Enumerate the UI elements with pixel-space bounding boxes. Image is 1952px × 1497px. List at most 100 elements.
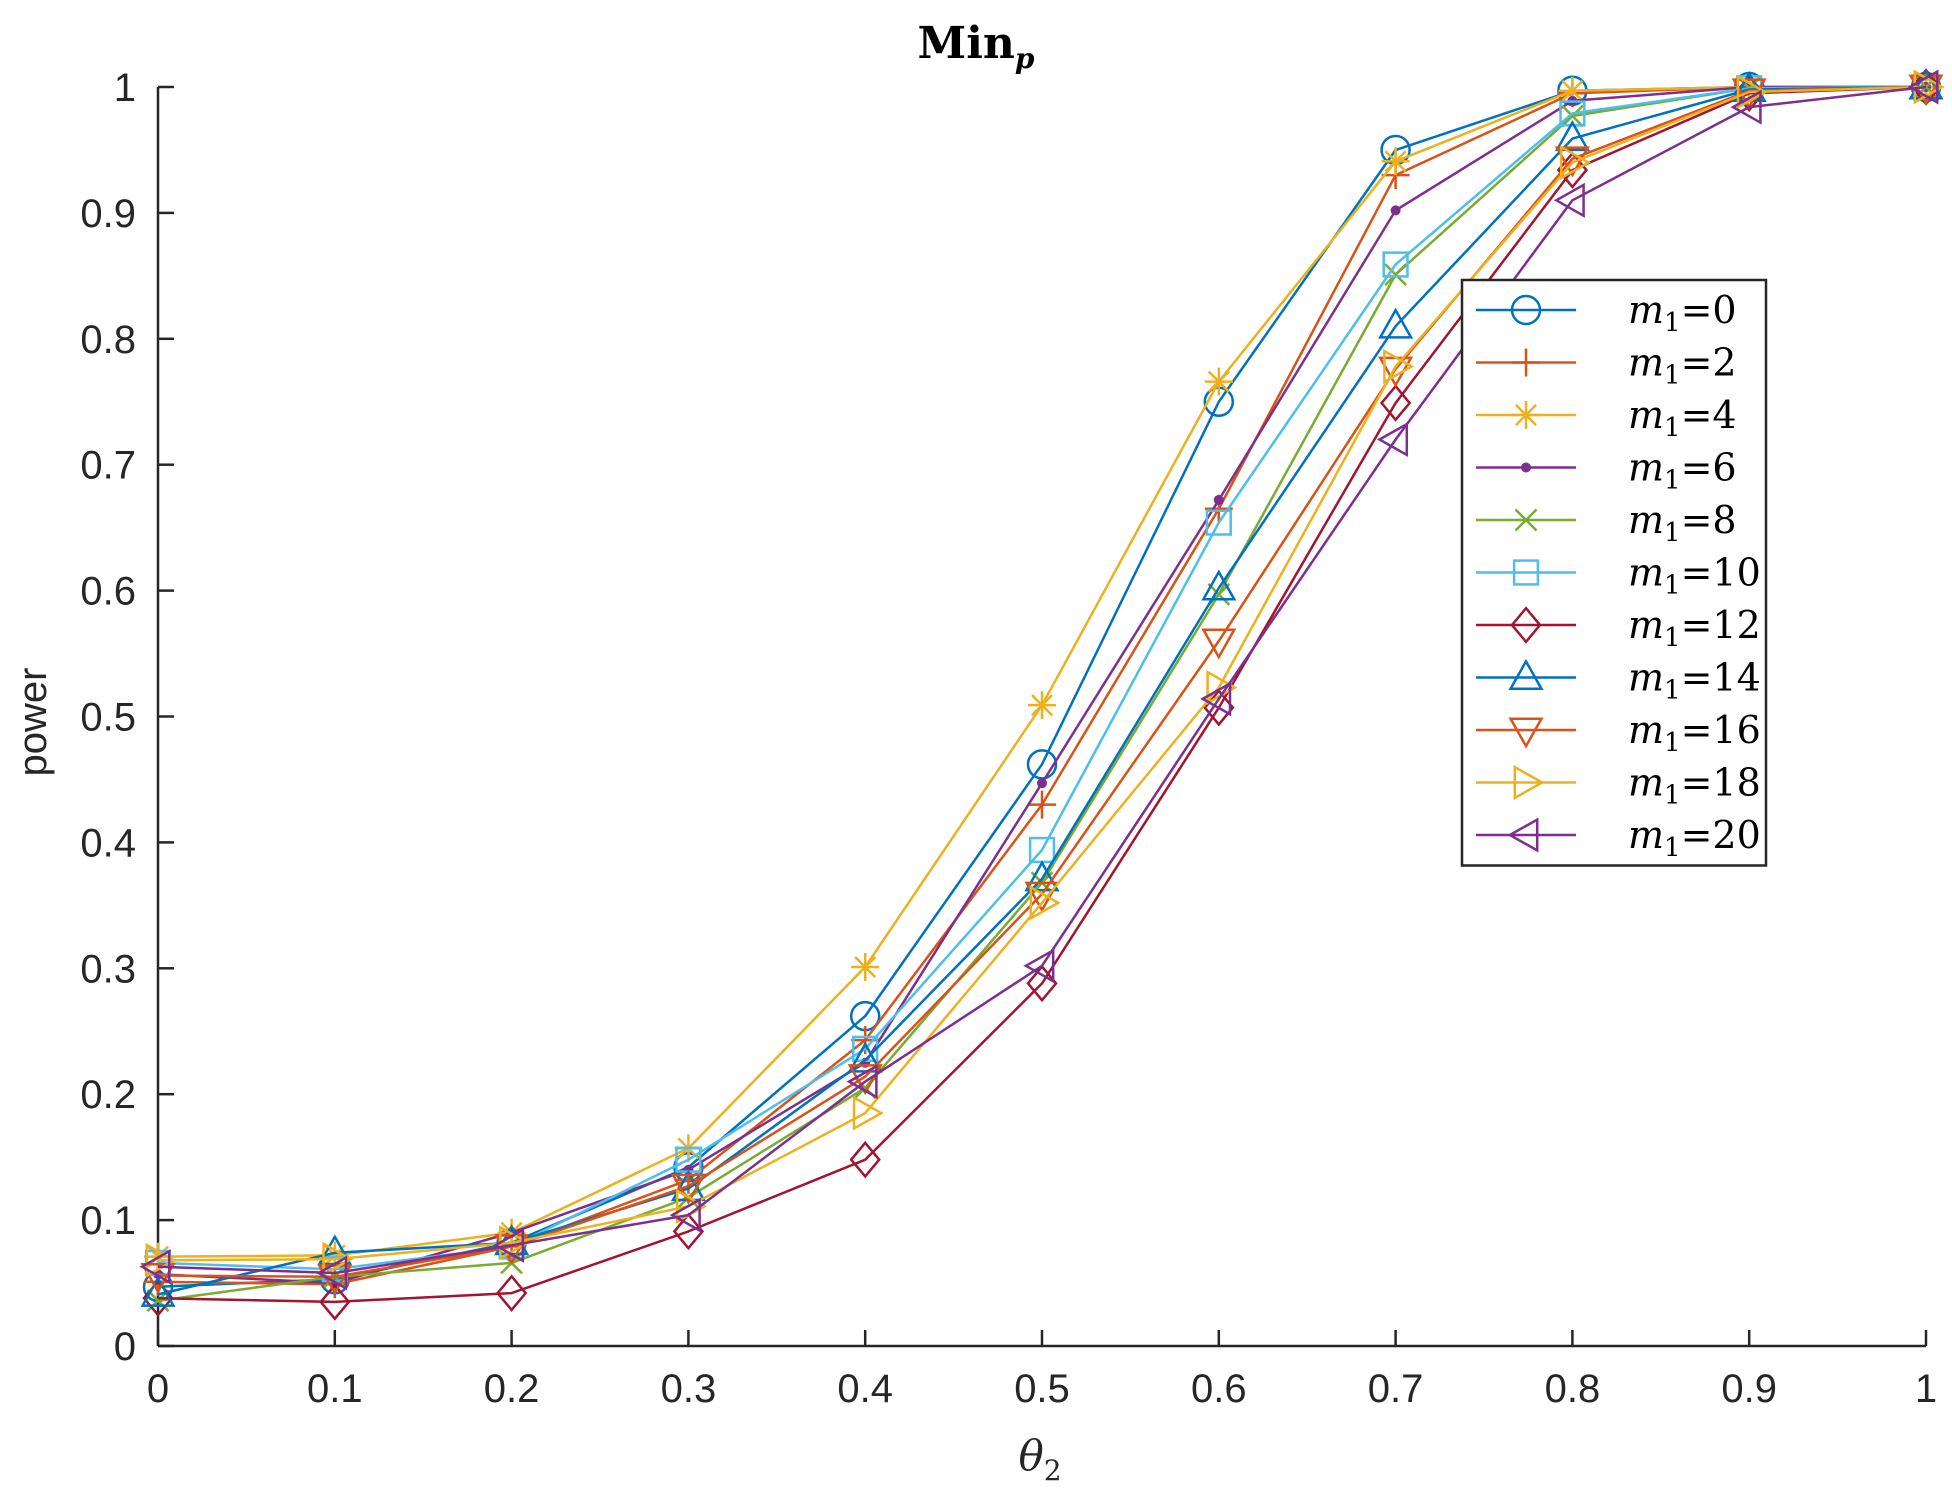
- legend-entry: m1=12: [1476, 603, 1761, 653]
- y-tick-label: 0: [114, 1325, 136, 1369]
- data-point: [1907, 69, 1939, 105]
- data-point: [1554, 119, 1590, 152]
- legend-label: m1=10: [1628, 551, 1761, 601]
- data-point: [492, 1227, 525, 1263]
- data-point: [1026, 964, 1058, 1003]
- data-point: [1024, 860, 1060, 892]
- data-point: [1037, 778, 1047, 789]
- data-point: [140, 1275, 176, 1307]
- y-tick-label: 0.9: [80, 192, 136, 236]
- y-tick-label: 0.4: [80, 821, 136, 865]
- y-tick-label: 0.7: [80, 444, 136, 488]
- data-point: [1382, 251, 1409, 278]
- series-layer: [139, 68, 1945, 1321]
- data-point: [1521, 462, 1531, 473]
- x-tick-label: 0.3: [661, 1367, 717, 1411]
- data-point: [1913, 69, 1945, 105]
- data-point: [1390, 205, 1401, 216]
- y-tick-label: 0.6: [80, 570, 136, 614]
- legend-entry: m1=14: [1476, 656, 1761, 706]
- legend: m1=0m1=2m1=4m1=6m1=8m1=10m1=12m1=14m1=16…: [1460, 278, 1768, 867]
- data-point: [1507, 817, 1539, 853]
- x-tick-label: 0.7: [1368, 1367, 1424, 1411]
- data-point: [1553, 182, 1585, 218]
- data-point: [1908, 74, 1944, 106]
- legend-entry: m1=16: [1476, 708, 1761, 758]
- data-point: [1379, 384, 1412, 422]
- x-tick-label: 0: [147, 1367, 169, 1411]
- x-tick-label: 0.8: [1545, 1367, 1601, 1411]
- legend-entry: m1=4: [1476, 393, 1737, 443]
- data-point: [1554, 146, 1590, 178]
- data-point: [669, 1197, 701, 1233]
- data-point: [320, 1241, 349, 1270]
- data-point: [1381, 147, 1410, 176]
- data-point: [319, 1283, 351, 1321]
- data-point: [1508, 658, 1544, 690]
- legend-entry: m1=6: [1476, 446, 1737, 496]
- legend-entry: m1=18: [1476, 761, 1761, 811]
- x-axis-label: θ2: [1018, 1431, 1061, 1487]
- data-point: [1213, 494, 1224, 505]
- data-point: [1561, 104, 1584, 128]
- data-point: [1510, 294, 1542, 326]
- legend-entry: m1=20: [1476, 813, 1761, 863]
- data-point: [849, 1140, 881, 1179]
- data-point: [1736, 74, 1768, 110]
- legend-label: m1=0: [1628, 288, 1737, 338]
- y-tick-label: 0.5: [80, 696, 136, 740]
- y-axis-label: power: [11, 668, 55, 777]
- y-tick-label: 0.2: [80, 1073, 136, 1117]
- y-tick-label: 1: [114, 66, 136, 110]
- data-point: [1513, 764, 1545, 801]
- data-point: [139, 1249, 171, 1285]
- data-point: [1384, 263, 1407, 286]
- legend-label: m1=20: [1628, 813, 1761, 863]
- y-tick-label: 0.1: [80, 1199, 136, 1243]
- axes: 0 0.1 0.2 0.3 0.4 0.5 0.6 0.7 0.8 0.9 1 0 0.1 0.2 0.3 0…: [80, 66, 1937, 1411]
- data-point: [145, 1242, 177, 1278]
- data-point: [851, 953, 880, 982]
- series-line: [157, 85, 1927, 1296]
- y-tick-label: 0.3: [80, 947, 136, 991]
- y-tick-label: 0.8: [80, 318, 136, 362]
- data-point: [1512, 401, 1540, 429]
- legend-label: m1=16: [1628, 708, 1761, 758]
- x-tick-label: 0.2: [484, 1367, 540, 1411]
- legend-entry: m1=10: [1476, 551, 1761, 601]
- legend-entry: m1=2: [1476, 341, 1737, 391]
- data-point: [1376, 421, 1409, 458]
- legend-label: m1=4: [1628, 393, 1737, 443]
- data-point: [140, 1263, 176, 1295]
- x-tick-label: 0.5: [1014, 1367, 1070, 1411]
- data-point: [1559, 100, 1586, 127]
- x-tick-label: 0.9: [1721, 1367, 1777, 1411]
- data-point: [1201, 628, 1237, 660]
- data-point: [1028, 790, 1056, 819]
- data-point: [1024, 881, 1060, 913]
- series-line: [157, 85, 1927, 1275]
- data-point: [1908, 68, 1944, 100]
- legend-entry: m1=0: [1476, 288, 1737, 338]
- series-line: [157, 85, 1927, 1304]
- data-point: [1205, 509, 1232, 536]
- data-point: [1512, 559, 1540, 586]
- data-point: [1023, 948, 1055, 984]
- data-point: [1510, 606, 1542, 644]
- data-point: [1730, 89, 1762, 125]
- data-point: [1028, 691, 1056, 720]
- x-tick-label: 1: [1915, 1367, 1937, 1411]
- data-point: [322, 1241, 354, 1277]
- data-point: [317, 1264, 353, 1296]
- legend-label: m1=18: [1628, 761, 1761, 811]
- data-point: [316, 1255, 348, 1291]
- chart-title: Minp: [918, 18, 1035, 75]
- data-point: [1512, 348, 1540, 377]
- data-point: [1558, 76, 1587, 105]
- data-point: [852, 1095, 884, 1131]
- data-point: [1514, 508, 1538, 532]
- x-tick-label: 0.6: [1191, 1367, 1247, 1411]
- legend-label: m1=14: [1628, 656, 1761, 706]
- data-point: [1378, 307, 1414, 339]
